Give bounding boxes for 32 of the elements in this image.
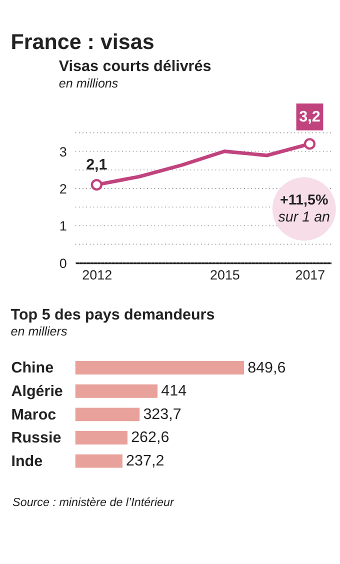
bar xyxy=(75,454,122,468)
y-tick-label: 2 xyxy=(59,181,67,196)
bar xyxy=(75,431,128,444)
bar xyxy=(75,408,140,422)
chart-subtitle: en milliers xyxy=(10,324,68,338)
chart-title: Top 5 des pays demandeurs xyxy=(10,306,215,324)
chart-title: Visas courts délivrés xyxy=(58,58,212,76)
y-tick-label: Russie xyxy=(11,430,62,447)
annotation: +11,5% xyxy=(280,192,328,209)
annotation: sur 1 an xyxy=(278,210,330,226)
y-tick-label: 1 xyxy=(59,218,67,234)
y-tick-label: Maroc xyxy=(11,406,57,424)
bar xyxy=(75,361,244,375)
text: France : visas xyxy=(10,30,154,54)
chart-subtitle: en millions xyxy=(58,76,119,90)
y-tick-label: Algérie xyxy=(11,383,63,400)
y-tick-label: Chine xyxy=(11,360,54,377)
y-tick-label: 0 xyxy=(59,256,67,271)
y-tick-label: 3 xyxy=(59,144,67,160)
annotation: 2,1 xyxy=(86,156,108,174)
data-label: 323,7 xyxy=(143,406,182,423)
data-label: 237,2 xyxy=(126,452,164,470)
x-tick-label: 2015 xyxy=(210,267,240,282)
x-tick-label: 2012 xyxy=(82,267,112,282)
annotation: 3,2 xyxy=(299,108,320,126)
x-tick-label: 2017 xyxy=(295,267,326,282)
bar xyxy=(75,384,158,398)
data-label: 414 xyxy=(161,382,188,400)
source-note: Source : ministère de l’Intérieur xyxy=(12,496,175,509)
data-label: 849,6 xyxy=(248,359,286,376)
data-label: 262,6 xyxy=(131,429,170,446)
y-tick-label: Inde xyxy=(11,453,43,470)
